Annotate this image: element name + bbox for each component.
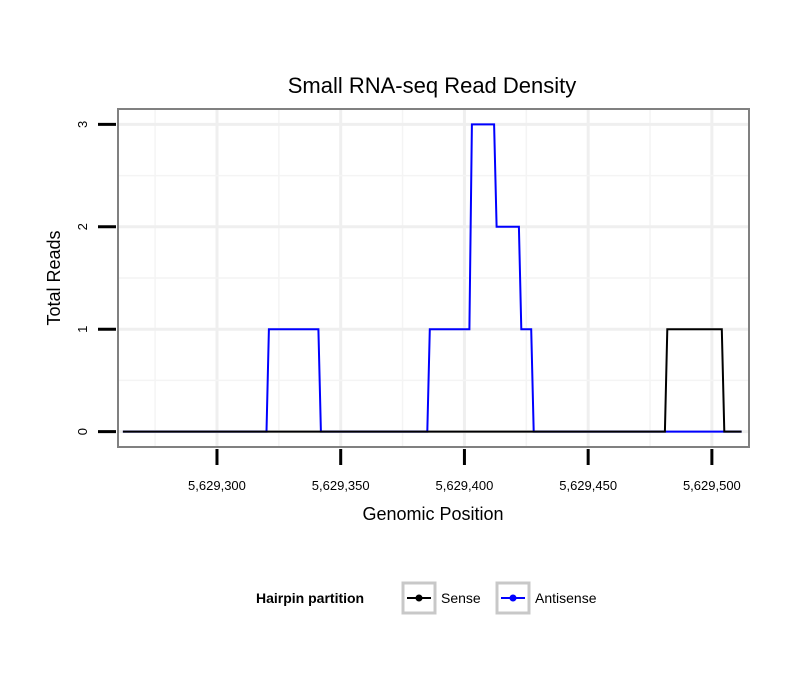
x-tick-label: 5,629,500: [683, 478, 741, 493]
plot-panel: [117, 108, 750, 448]
legend-label-sense: Sense: [441, 590, 481, 606]
x-tick-label: 5,629,350: [312, 478, 370, 493]
legend: Hairpin partition Sense Antisense: [256, 581, 597, 615]
legend-point-sense: [415, 594, 423, 602]
series-line-sense: [122, 328, 742, 433]
y-tick-label: 3: [75, 121, 90, 128]
x-axis-title: Genomic Position: [362, 504, 503, 524]
x-tick-label: 5,629,400: [436, 478, 494, 493]
chart-title: Small RNA-seq Read Density: [288, 73, 577, 98]
x-tick-label: 5,629,450: [559, 478, 617, 493]
legend-point-antisense: [509, 594, 517, 602]
y-axis-title: Total Reads: [44, 230, 64, 325]
legend-label-antisense: Antisense: [535, 590, 597, 606]
x-axis: 5,629,300 5,629,350 5,629,400 5,629,450 5,62…: [188, 449, 741, 493]
legend-item-sense: Sense: [401, 581, 481, 615]
y-tick-label: 0: [75, 428, 90, 435]
y-tick-label: 2: [75, 223, 90, 230]
y-tick-label: 1: [75, 326, 90, 333]
x-tick-label: 5,629,300: [188, 478, 246, 493]
legend-item-antisense: Antisense: [495, 581, 597, 615]
series-line-antisense: [122, 123, 742, 433]
series-layer: [122, 123, 742, 433]
legend-title: Hairpin partition: [256, 590, 364, 606]
grid-lines: [118, 109, 749, 447]
y-axis: 0 1 2 3: [75, 121, 116, 435]
